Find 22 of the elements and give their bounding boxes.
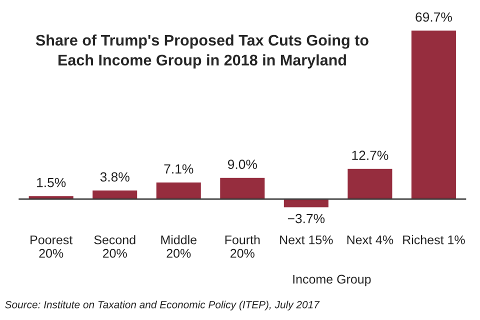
data-label: 12.7% [352, 150, 388, 160]
text: Share of Trump's Proposed Tax Cuts Going to Each Income Group in 2018 in Maryland [36, 34, 368, 69]
x-tick-label: Fourth 20% [225, 235, 260, 258]
x-axis-title: Income Group [293, 274, 371, 286]
data-label: 69.7% [416, 12, 452, 22]
x-tick-label: Second 20% [94, 235, 136, 258]
source-note: Source: Institute on Taxation and Economic Policy (ITEP), July 2017 [5, 300, 320, 310]
bar [154, 181, 202, 200]
bar [91, 189, 139, 200]
x-tick-label: Next 4% [347, 236, 394, 244]
x-tick-label: Next 15% [280, 236, 333, 244]
data-label: 9.0% [228, 160, 257, 170]
data-label: 1.5% [37, 178, 66, 188]
data-label: 7.1% [164, 164, 194, 174]
x-tick-label: Poorest 20% [30, 236, 73, 258]
x-tick-label: Middle 20% [161, 235, 196, 258]
data-label: −3.7% [288, 214, 325, 224]
bar [410, 29, 458, 200]
data-label: 3.8% [100, 172, 130, 182]
bar [218, 176, 266, 200]
bar [346, 168, 394, 200]
x-tick-label: Richest 1% [403, 235, 465, 244]
